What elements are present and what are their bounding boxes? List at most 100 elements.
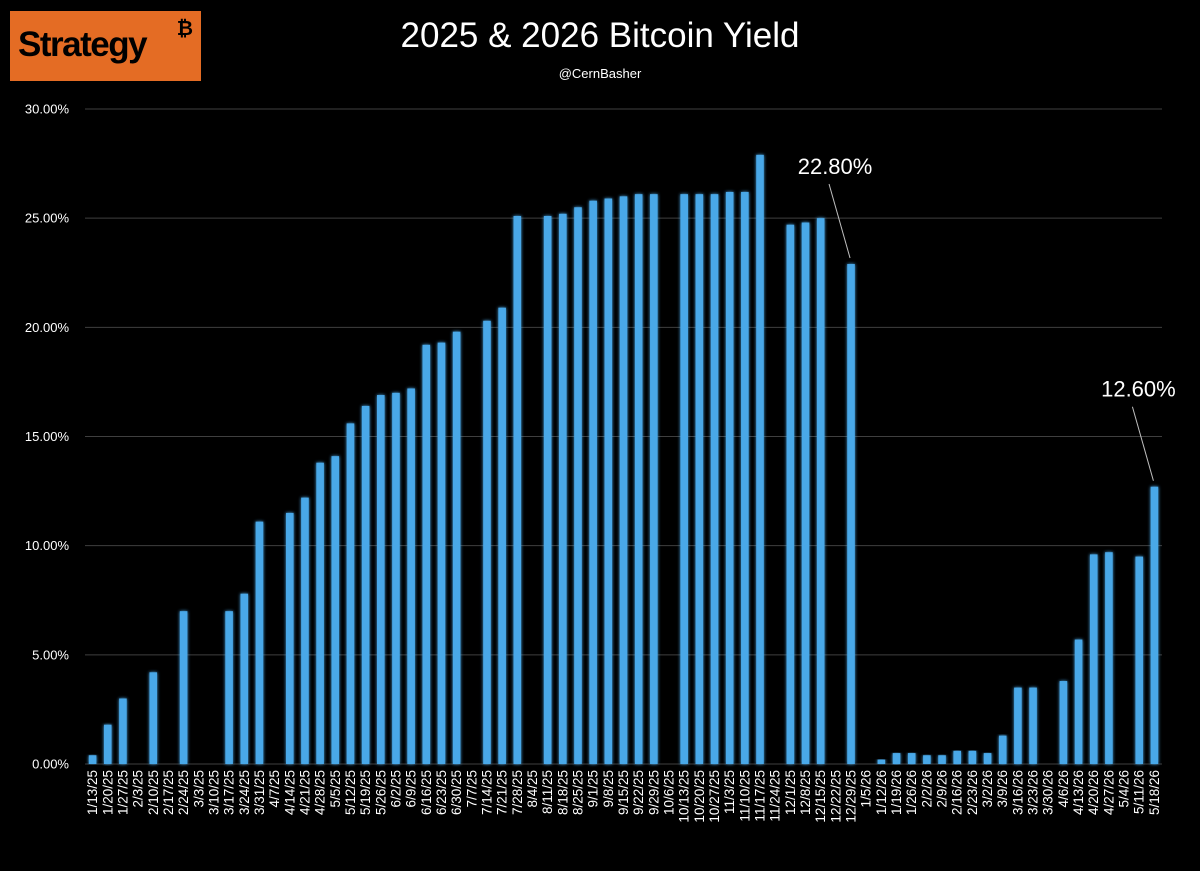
- x-tick-label: 7/7/25: [464, 770, 479, 808]
- y-tick-label: 10.00%: [25, 538, 70, 553]
- x-tick-label: 9/22/25: [631, 770, 646, 815]
- x-tick-label: 10/27/25: [707, 770, 722, 823]
- annotation-pointer: [828, 183, 851, 259]
- x-tick-label: 12/29/25: [844, 770, 859, 823]
- bar: [574, 207, 582, 764]
- x-tick-label: 3/17/25: [222, 770, 237, 815]
- x-tick-label: 12/15/25: [813, 770, 828, 823]
- x-tick-label: 4/14/25: [282, 770, 297, 815]
- x-tick-label: 3/30/26: [1041, 770, 1056, 815]
- bar: [316, 462, 324, 764]
- x-tick-label: 9/1/25: [586, 770, 601, 808]
- bar: [407, 388, 415, 764]
- y-tick-label: 20.00%: [25, 320, 70, 335]
- bar: [88, 755, 97, 764]
- x-tick-label: 8/18/25: [555, 770, 570, 815]
- bar: [695, 194, 704, 764]
- annotation-label: 22.80%: [798, 154, 873, 179]
- bar: [756, 154, 764, 765]
- x-tick-label: 12/22/25: [828, 770, 843, 823]
- bar: [1074, 639, 1083, 764]
- x-tick-label: 10/20/25: [692, 770, 707, 823]
- x-tick-label: 3/16/26: [1010, 770, 1025, 815]
- y-tick-label: 15.00%: [25, 429, 70, 444]
- bar: [892, 753, 901, 764]
- x-tick-label: 1/13/25: [85, 770, 100, 815]
- chart-title: 2025 & 2026 Bitcoin Yield: [400, 16, 800, 55]
- x-tick-label: 6/16/25: [419, 770, 434, 815]
- x-tick-label: 1/19/26: [889, 770, 904, 815]
- bar: [483, 320, 491, 764]
- x-tick-label: 1/26/26: [904, 770, 919, 815]
- x-tick-label: 5/26/25: [373, 770, 388, 815]
- y-tick-label: 25.00%: [25, 211, 70, 226]
- x-tick-label: 10/6/25: [662, 770, 677, 815]
- bar: [953, 750, 962, 764]
- bar: [149, 672, 158, 764]
- bar: [498, 307, 506, 764]
- x-tick-label: 5/5/25: [328, 770, 343, 808]
- x-tick-label: 2/10/25: [146, 770, 161, 815]
- x-tick-label: 5/19/25: [358, 770, 373, 815]
- x-tick-label: 5/11/26: [1132, 770, 1147, 814]
- x-tick-label: 11/17/25: [753, 770, 768, 822]
- bar: [710, 194, 719, 764]
- bar: [968, 750, 977, 764]
- x-tick-label: 11/24/25: [768, 770, 783, 822]
- bar: [877, 759, 886, 764]
- bar: [650, 194, 658, 764]
- x-tick-label: 2/17/25: [161, 770, 176, 815]
- x-tick-label: 5/12/25: [343, 770, 358, 815]
- bar: [589, 200, 597, 764]
- bar: [543, 215, 552, 764]
- bar: [119, 698, 127, 764]
- bar: [513, 215, 522, 764]
- bar: [604, 198, 613, 764]
- bar: [346, 423, 355, 764]
- y-tick-label: 0.00%: [32, 757, 69, 772]
- x-tick-label: 2/3/25: [131, 770, 146, 808]
- annotation-label: 12.60%: [1101, 377, 1176, 402]
- bar: [240, 593, 249, 764]
- x-tick-label: 12/8/25: [798, 770, 813, 815]
- x-tick-label: 2/23/26: [965, 770, 980, 815]
- bar: [255, 521, 264, 764]
- x-tick-label: 8/4/25: [525, 770, 540, 808]
- y-tick-label: 5.00%: [32, 647, 69, 662]
- bar: [179, 611, 188, 764]
- bar: [923, 755, 931, 764]
- bar: [422, 344, 431, 764]
- x-tick-label: 5/18/26: [1147, 770, 1162, 815]
- bar: [285, 512, 294, 764]
- x-tick-label: 4/6/26: [1056, 770, 1071, 808]
- bar: [786, 224, 795, 764]
- x-tick-label: 8/25/25: [570, 770, 585, 815]
- x-tick-label: 7/28/25: [510, 770, 525, 815]
- x-tick-label: 6/2/25: [388, 770, 403, 808]
- x-tick-label: 4/28/25: [313, 770, 328, 815]
- bar: [1029, 687, 1037, 764]
- bar: [907, 753, 916, 764]
- x-tick-label: 12/1/25: [783, 770, 798, 815]
- x-tick-label: 7/14/25: [479, 770, 494, 815]
- bar: [816, 218, 825, 764]
- x-tick-label: 11/3/25: [722, 770, 737, 814]
- x-tick-label: 6/9/25: [404, 770, 419, 808]
- bar: [452, 331, 461, 764]
- bar: [1135, 556, 1144, 764]
- x-tick-label: 9/29/25: [646, 770, 661, 815]
- annotation-pointer: [1131, 406, 1154, 481]
- x-tick-label: 4/13/26: [1071, 770, 1086, 815]
- x-tick-label: 3/10/25: [206, 770, 221, 815]
- x-tick-label: 3/2/26: [980, 770, 995, 808]
- x-tick-label: 10/13/25: [677, 770, 692, 823]
- x-tick-label: 8/11/25: [540, 770, 555, 814]
- chart-subtitle: @CernBasher: [558, 66, 642, 81]
- bar: [392, 392, 400, 764]
- bar: [801, 222, 810, 765]
- bar: [331, 456, 340, 764]
- strategy-logo: Strategy ₿: [10, 11, 201, 81]
- x-tick-label: 3/3/25: [191, 770, 206, 808]
- bar: [741, 191, 749, 764]
- bitcoin-icon: ₿: [176, 16, 193, 40]
